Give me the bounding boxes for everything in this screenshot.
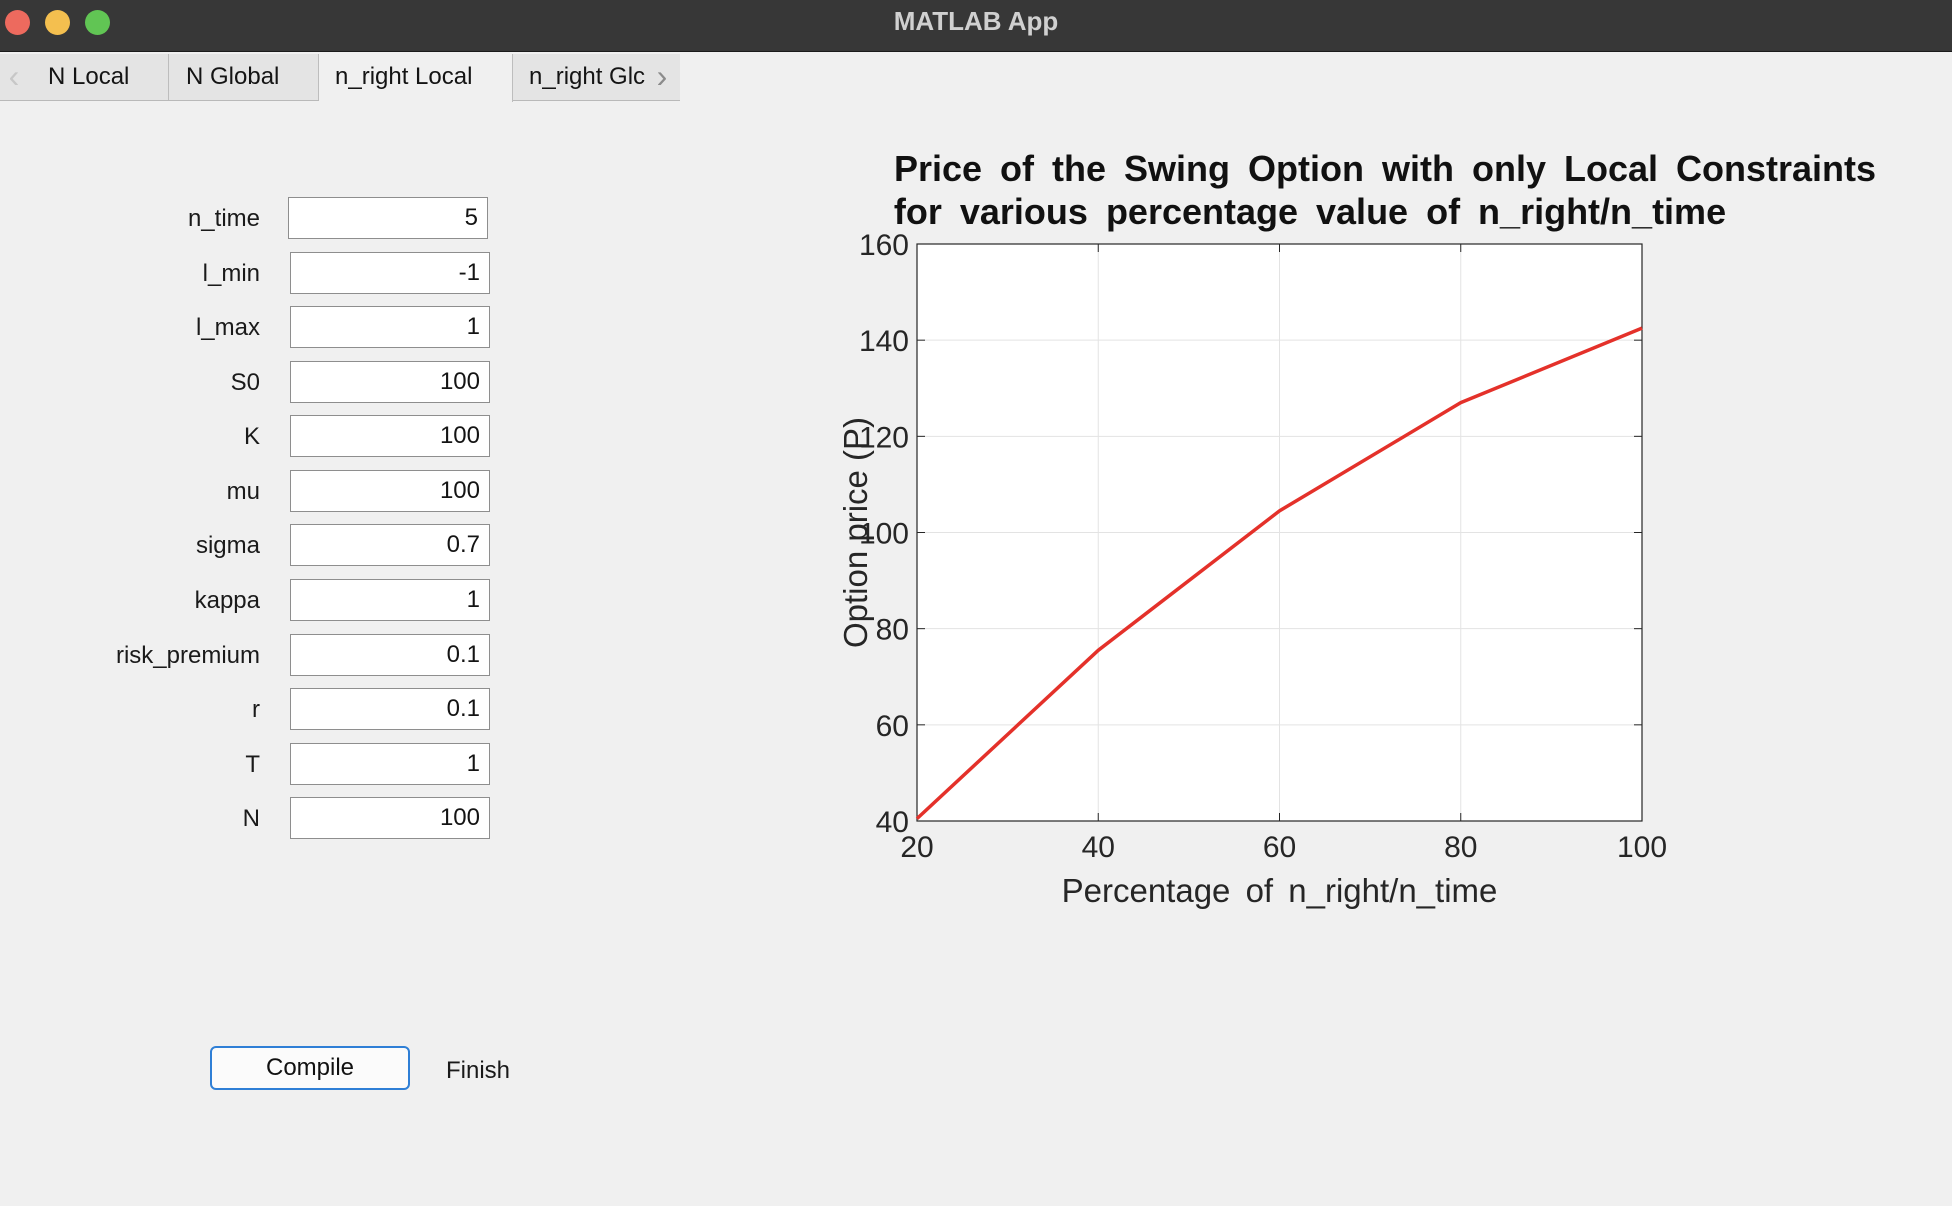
tab-label: n_right Glc [529,63,646,90]
param-label-l-max: l_max [195,314,260,341]
x-tick-label: 100 [1617,831,1667,864]
param-label-n-time: n_time [187,205,260,232]
param-label-s0: S0 [230,369,260,396]
param-field-r[interactable]: 0.1 [290,688,490,730]
minimize-window-icon[interactable] [45,10,70,35]
param-label-kappa: kappa [194,587,260,614]
panel-divider[interactable] [680,52,688,1206]
y-tick-label: 100 [859,518,909,551]
x-tick-label: 40 [1082,831,1115,864]
chart-title-line2: for various percentage value of n_right/… [893,191,1727,232]
param-label-k: K [243,423,260,450]
x-tick-label: 60 [1263,831,1296,864]
tab-n-local[interactable]: N Local [30,54,169,100]
maximize-window-icon[interactable] [85,10,110,35]
tab-label: N Global [186,63,280,90]
x-axis-label: Percentage of n_right/n_time [1062,872,1498,909]
compile-button[interactable]: Compile [210,1046,410,1090]
finish-label: Finish [446,1057,511,1084]
param-label-risk-premium: risk_premium [115,642,260,669]
y-tick-label: 80 [876,614,909,647]
param-field-kappa[interactable]: 1 [290,579,490,621]
param-field-s0[interactable]: 100 [290,361,490,403]
param-field-n-time[interactable]: 5 [288,197,488,239]
y-tick-label: 160 [859,229,909,262]
tab-n-right-local[interactable]: n_right Local [319,54,513,102]
chevron-left-icon[interactable]: ‹ [8,58,20,94]
param-label-n: N [242,805,260,832]
chevron-right-icon[interactable]: › [648,54,676,100]
y-tick-label: 140 [859,325,909,358]
y-axis-label: Option price (P) [837,417,874,648]
param-label-l-min: l_min [202,260,260,287]
line-chart: 20 40 60 80 100406080100120140160Percentage … [837,229,1667,909]
y-tick-label: 40 [876,806,909,839]
close-window-icon[interactable] [5,10,30,35]
title-bar: MATLAB App [0,0,1952,52]
param-field-mu[interactable]: 100 [290,470,490,512]
y-tick-label: 120 [859,421,909,454]
param-field-k[interactable]: 100 [290,415,490,457]
window-title: MATLAB App [893,6,1059,36]
tab-label: N Local [48,63,130,90]
series-line [915,326,1643,820]
param-label-r: r [252,696,260,723]
tab-n-global[interactable]: N Global [169,54,319,100]
param-field-risk-premium[interactable]: 0.1 [290,634,490,676]
param-field-t[interactable]: 1 [290,743,490,785]
param-field-sigma[interactable]: 0.7 [290,524,490,566]
x-tick-label: 80 [1444,831,1477,864]
chart-title-line1: Price of the Swing Option with only Loca… [893,148,1877,189]
param-field-l-min[interactable]: -1 [290,252,490,294]
y-tick-label: 60 [876,710,909,743]
tab-n-right-global[interactable]: n_right Glc [513,54,648,100]
param-label-t: T [245,751,260,778]
param-label-sigma: sigma [195,532,260,559]
chart-panel: Price of the Swing Option with only Loca… [690,52,1952,1206]
param-label-mu: mu [226,478,260,505]
tab-bar: ‹ N Local N Global n_right Local n_right… [0,54,680,102]
param-field-l-max[interactable]: 1 [290,306,490,348]
x-tick-label: 20 [900,831,933,864]
param-field-n[interactable]: 100 [290,797,490,839]
parameter-panel: ‹ N Local N Global n_right Local n_right… [0,52,682,1206]
tab-label: n_right Local [335,63,473,90]
